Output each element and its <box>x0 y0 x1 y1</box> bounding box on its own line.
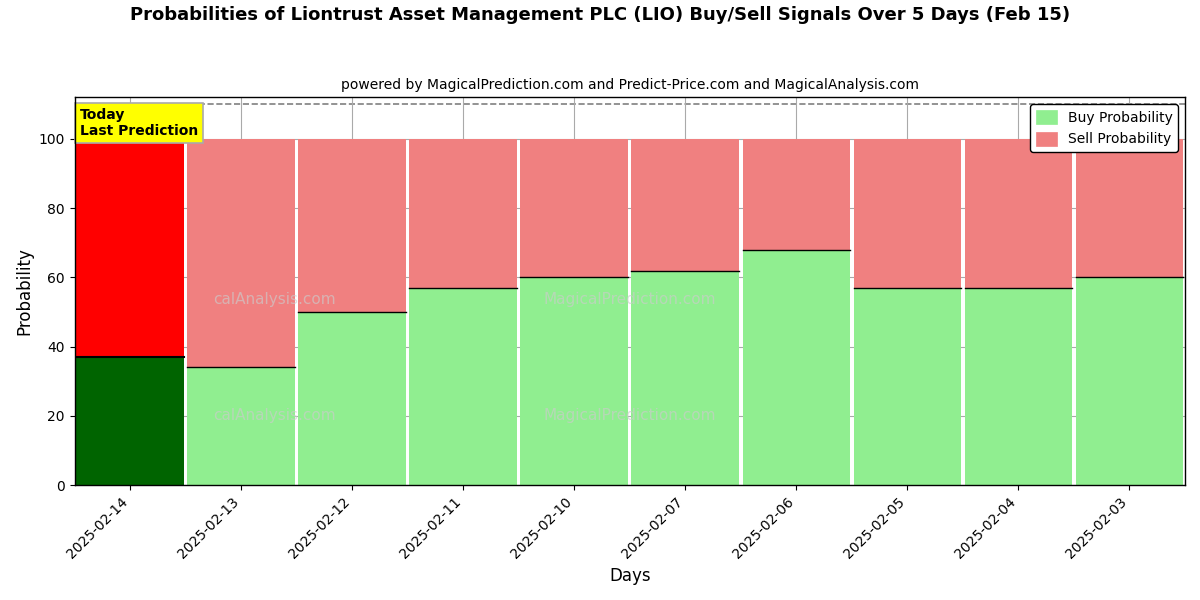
Title: powered by MagicalPrediction.com and Predict-Price.com and MagicalAnalysis.com: powered by MagicalPrediction.com and Pre… <box>341 78 919 92</box>
Bar <box>1075 277 1183 485</box>
Bar <box>77 357 184 485</box>
Text: calAnalysis.com: calAnalysis.com <box>214 292 336 307</box>
Bar <box>187 139 295 367</box>
Text: calAnalysis.com: calAnalysis.com <box>214 408 336 423</box>
Bar <box>853 288 961 485</box>
Text: Today
Last Prediction: Today Last Prediction <box>80 108 198 138</box>
Text: MagicalPrediction.com: MagicalPrediction.com <box>544 292 716 307</box>
Legend: Buy Probability, Sell Probability: Buy Probability, Sell Probability <box>1030 104 1178 152</box>
X-axis label: Days: Days <box>610 567 650 585</box>
Y-axis label: Probability: Probability <box>16 247 34 335</box>
Bar <box>631 271 739 485</box>
Bar <box>409 139 517 288</box>
Bar <box>521 277 628 485</box>
Bar <box>521 139 628 277</box>
Bar <box>965 139 1073 288</box>
Bar <box>853 139 961 288</box>
Bar <box>743 250 851 485</box>
Bar <box>187 367 295 485</box>
Text: Probabilities of Liontrust Asset Management PLC (LIO) Buy/Sell Signals Over 5 Da: Probabilities of Liontrust Asset Managem… <box>130 6 1070 24</box>
Bar <box>299 139 406 312</box>
Bar <box>743 139 851 250</box>
Bar <box>965 288 1073 485</box>
Bar <box>299 312 406 485</box>
Bar <box>77 139 184 357</box>
Text: MagicalPrediction.com: MagicalPrediction.com <box>544 408 716 423</box>
Bar <box>409 288 517 485</box>
Bar <box>631 139 739 271</box>
Bar <box>1075 139 1183 277</box>
